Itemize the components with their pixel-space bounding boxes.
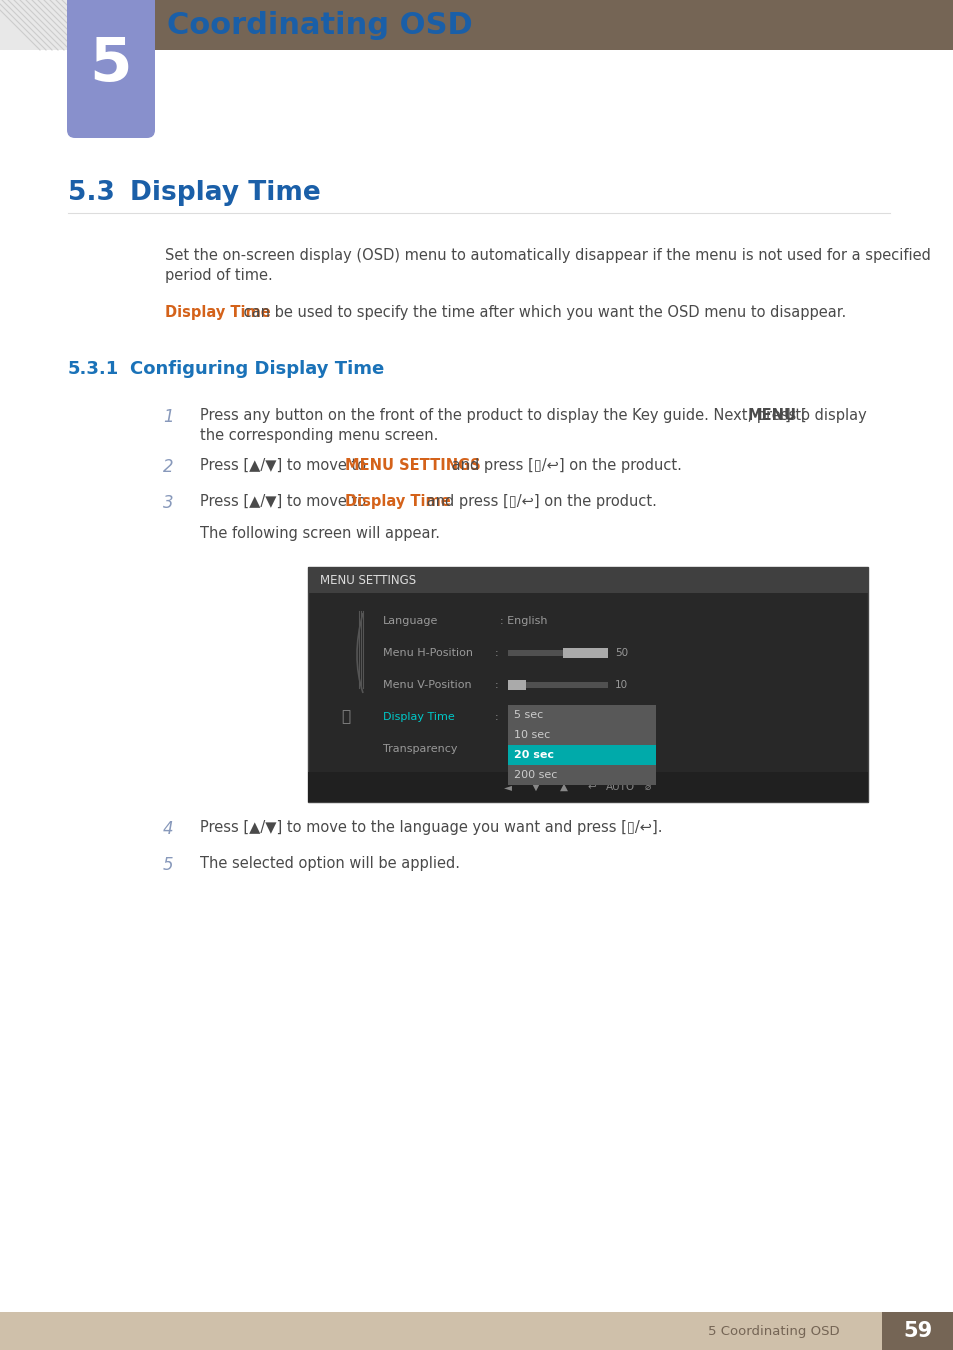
Text: ▲: ▲ [559, 782, 567, 792]
Text: The selected option will be applied.: The selected option will be applied. [200, 856, 459, 871]
Bar [75, 0, 953, 50]
Text: Press [▲/▼] to move to the language you want and press [▯/↩].: Press [▲/▼] to move to the language you … [200, 819, 661, 836]
Text: AUTO: AUTO [605, 782, 634, 792]
Text: 5.3: 5.3 [68, 180, 114, 207]
Bar [507, 725, 656, 745]
Bar [507, 745, 656, 765]
Text: and press [▯/↩] on the product.: and press [▯/↩] on the product. [447, 458, 681, 472]
Text: and press [▯/↩] on the product.: and press [▯/↩] on the product. [421, 494, 657, 509]
Bar [507, 682, 607, 688]
Text: Coordinating OSD: Coordinating OSD [167, 11, 473, 39]
Text: ▼: ▼ [532, 782, 539, 792]
Bar [507, 705, 656, 725]
Bar [562, 648, 607, 657]
Text: 1: 1 [163, 408, 173, 427]
Text: Transparency: Transparency [382, 744, 457, 755]
Text: Press any button on the front of the product to display the Key guide. Next, pre: Press any button on the front of the pro… [200, 408, 806, 423]
Text: period of time.: period of time. [165, 269, 273, 284]
Text: 5 Coordinating OSD: 5 Coordinating OSD [708, 1324, 840, 1338]
Bar [308, 772, 867, 802]
Text: 5: 5 [90, 35, 132, 95]
Text: Configuring Display Time: Configuring Display Time [130, 360, 384, 378]
Bar [308, 567, 867, 593]
Text: Press [▲/▼] to move to: Press [▲/▼] to move to [200, 494, 371, 509]
Text: Press [▲/▼] to move to: Press [▲/▼] to move to [200, 458, 371, 472]
Bar [0, 1312, 953, 1350]
Text: Language: Language [382, 616, 438, 626]
Text: : English: : English [499, 616, 547, 626]
Text: MENU SETTINGS: MENU SETTINGS [319, 574, 416, 586]
Text: 2: 2 [163, 458, 173, 477]
Text: :: : [495, 711, 498, 722]
Text: The following screen will appear.: The following screen will appear. [200, 526, 439, 541]
Text: :: : [495, 680, 498, 690]
Text: 20 sec: 20 sec [514, 751, 554, 760]
Text: 5 sec: 5 sec [514, 710, 542, 720]
Bar [75, 0, 147, 115]
Text: Display Time: Display Time [382, 711, 455, 722]
Text: the corresponding menu screen.: the corresponding menu screen. [200, 428, 438, 443]
Text: Set the on-screen display (OSD) menu to automatically disappear if the menu is n: Set the on-screen display (OSD) menu to … [165, 248, 930, 263]
Text: 59: 59 [902, 1322, 932, 1341]
Text: 5.3.1: 5.3.1 [68, 360, 119, 378]
Text: ⌀: ⌀ [644, 782, 651, 792]
Text: MENU SETTINGS: MENU SETTINGS [345, 458, 480, 472]
Text: ↩: ↩ [587, 782, 596, 792]
Text: ⎕: ⎕ [341, 710, 350, 725]
Text: 200 sec: 200 sec [514, 769, 557, 780]
Text: MENU: MENU [747, 408, 796, 423]
Bar [0, 0, 75, 50]
Text: Menu H-Position: Menu H-Position [382, 648, 473, 657]
Text: :: : [495, 648, 498, 657]
Text: 50: 50 [615, 648, 627, 657]
Text: 3: 3 [163, 494, 173, 512]
Text: ◄: ◄ [503, 782, 512, 792]
Text: Display Time: Display Time [345, 494, 450, 509]
Bar [507, 649, 607, 656]
Text: 4: 4 [163, 819, 173, 838]
Text: 10: 10 [615, 680, 627, 690]
Text: ] to display: ] to display [784, 408, 866, 423]
Bar [507, 765, 656, 784]
Bar [507, 680, 525, 690]
Text: 10 sec: 10 sec [514, 730, 550, 740]
Text: 5: 5 [163, 856, 173, 873]
Bar [882, 1312, 953, 1350]
Text: Display Time: Display Time [130, 180, 320, 207]
Text: can be used to specify the time after which you want the OSD menu to disappear.: can be used to specify the time after wh… [239, 305, 845, 320]
Text: Menu V-Position: Menu V-Position [382, 680, 471, 690]
Text: Display Time: Display Time [165, 305, 271, 320]
Bar [308, 567, 867, 802]
FancyBboxPatch shape [67, 0, 154, 138]
